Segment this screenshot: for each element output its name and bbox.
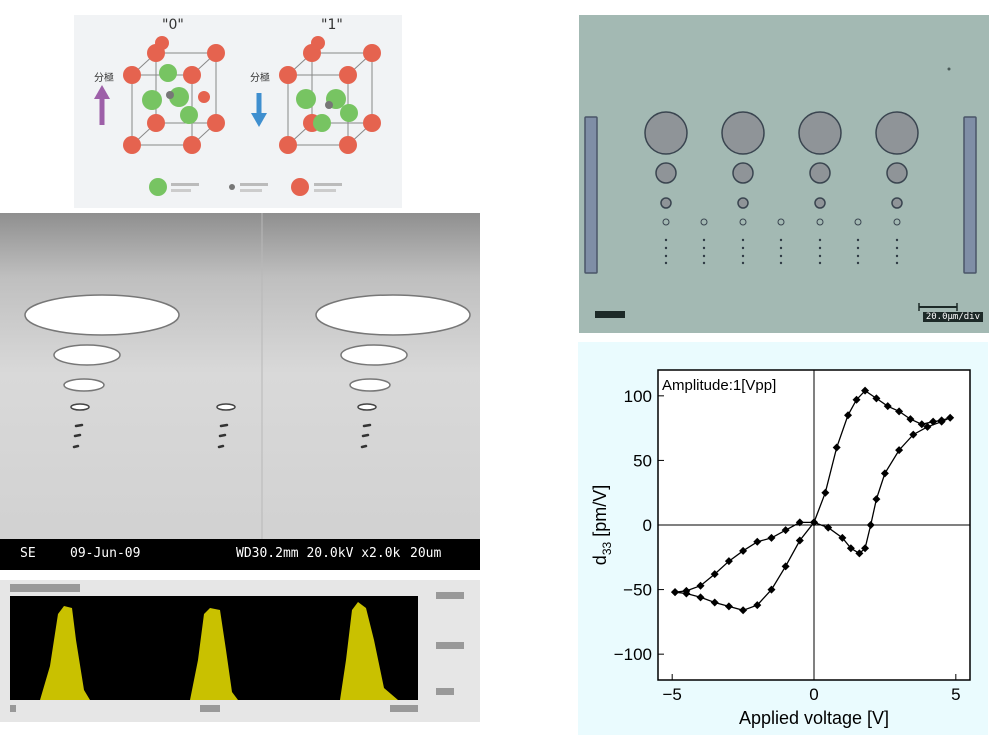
- scale-label: 20.0μm/div: [922, 312, 983, 322]
- data-point: [855, 549, 864, 558]
- polarization-up-arrow-icon: [94, 85, 110, 99]
- data-point: [838, 533, 847, 542]
- polarization-label-down: 分極: [250, 73, 270, 84]
- data-point: [739, 546, 748, 555]
- optical-image: [584, 67, 977, 318]
- data-point: [929, 417, 938, 426]
- height-profile-panel: [0, 580, 480, 722]
- data-point: [753, 601, 762, 610]
- x-tick-label: 0: [809, 685, 818, 704]
- data-point: [946, 413, 955, 422]
- data-point: [682, 586, 691, 595]
- data-point: [861, 544, 870, 553]
- polarization-down-arrow-icon: [251, 113, 267, 127]
- state-label-0: "0": [162, 17, 184, 33]
- data-point: [866, 521, 875, 529]
- data-point: [906, 415, 915, 424]
- chart-svg: −5 0 5−100−50050100Amplitude:1[Vpp]Applied…: [590, 369, 971, 728]
- data-point: [861, 386, 870, 395]
- legend-gray-atom-icon: [229, 184, 235, 190]
- data-point: [739, 606, 748, 615]
- data-point: [846, 544, 855, 553]
- y-tick-label: 50: [633, 451, 652, 470]
- data-point: [753, 537, 762, 546]
- sem-info-bar: SE 09-Jun-09 WD30.2mm 20.0kV x2.0k 20um: [0, 539, 480, 570]
- data-point: [895, 407, 904, 416]
- height-profile-plot: [10, 584, 464, 712]
- data-point: [872, 394, 881, 403]
- amplitude-annotation: Amplitude:1[Vpp]: [662, 377, 776, 394]
- legend-green-atom-icon: [149, 178, 167, 196]
- data-point: [767, 533, 776, 542]
- optical-micrograph: 20.0μm/div: [579, 15, 989, 333]
- y-tick-label: 100: [624, 387, 652, 406]
- data-point: [909, 430, 918, 439]
- data-point: [696, 581, 705, 590]
- legend-red-atom-icon: [291, 178, 309, 196]
- x-tick-label: 5: [951, 685, 960, 704]
- y-tick-label: −100: [614, 645, 652, 664]
- perovskite-unit-cells: [94, 36, 381, 196]
- data-point: [671, 588, 680, 597]
- data-point: [880, 469, 889, 478]
- data-point: [724, 557, 733, 566]
- data-point: [937, 417, 946, 426]
- sem-date: 09-Jun-09: [70, 546, 141, 561]
- sem-detector: SE: [20, 546, 36, 561]
- sem-image: [24, 213, 471, 539]
- sem-scale: 20um: [410, 546, 442, 561]
- data-point: [710, 598, 719, 607]
- data-point: [810, 518, 818, 527]
- data-point: [917, 420, 926, 429]
- data-point: [895, 446, 904, 455]
- y-tick-label: −50: [623, 581, 652, 600]
- data-point: [852, 395, 861, 404]
- data-point: [832, 443, 841, 452]
- state-label-1: "1": [321, 17, 343, 33]
- hysteresis-chart: −5 0 5 −100 −50 0 50 100 Amplitude:1[Vpp] Applied…: [578, 342, 988, 735]
- data-point: [824, 523, 833, 532]
- data-point: [795, 536, 804, 545]
- x-tick-label: −5: [662, 685, 681, 704]
- data-point: [844, 411, 853, 420]
- y-axis-label: d33 [pm/V]: [590, 485, 614, 565]
- data-point: [795, 518, 804, 527]
- sem-micrograph: SE 09-Jun-09 WD30.2mm 20.0kV x2.0k 20um: [0, 213, 480, 570]
- data-point: [923, 422, 932, 431]
- data-point: [883, 402, 892, 411]
- y-tick-label: 0: [643, 516, 652, 535]
- data-point: [767, 585, 776, 594]
- data-point: [781, 526, 790, 535]
- crystal-structure-figure: "0" "1" 分極 分極: [74, 15, 402, 208]
- x-axis-label: Applied voltage [V]: [739, 708, 889, 728]
- data-point: [710, 570, 719, 579]
- polarization-label-up: 分極: [94, 73, 114, 84]
- data-point: [781, 562, 790, 571]
- optical-stamp: [595, 311, 625, 318]
- data-point: [821, 488, 830, 497]
- sem-settings: WD30.2mm 20.0kV x2.0k: [236, 546, 401, 561]
- data-point: [872, 495, 881, 504]
- data-point: [696, 593, 705, 602]
- data-point: [724, 602, 733, 611]
